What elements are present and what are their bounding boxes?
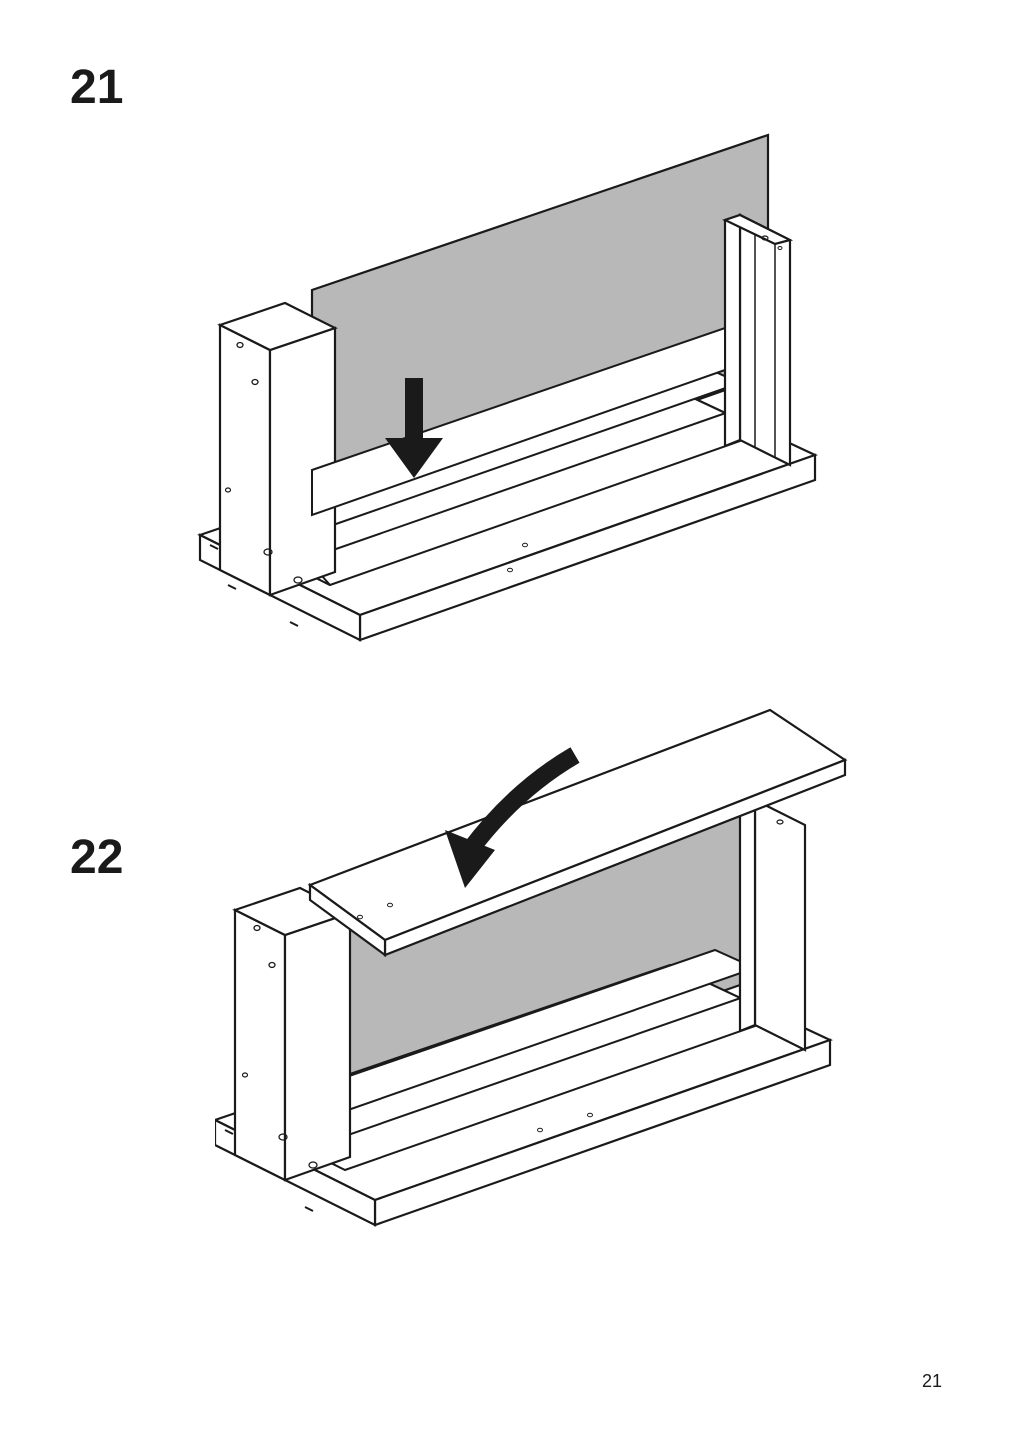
diagram-step-21: [180, 120, 820, 650]
right-panel-face-2: [740, 800, 755, 1031]
right-panel-face: [725, 215, 740, 446]
right-panel-outer-2: [755, 800, 805, 1050]
step-number-21: 21: [70, 60, 123, 115]
page-number: 21: [922, 1371, 942, 1392]
step-number-22: 22: [70, 830, 123, 885]
left-panel-face: [220, 325, 270, 595]
instruction-page: 21: [0, 0, 1012, 1432]
left-panel-face-2: [235, 910, 285, 1180]
left-panel-side-2: [285, 913, 350, 1180]
right-panel-outer: [740, 215, 790, 465]
left-panel-side: [270, 328, 335, 595]
diagram-step-22: [215, 700, 855, 1230]
